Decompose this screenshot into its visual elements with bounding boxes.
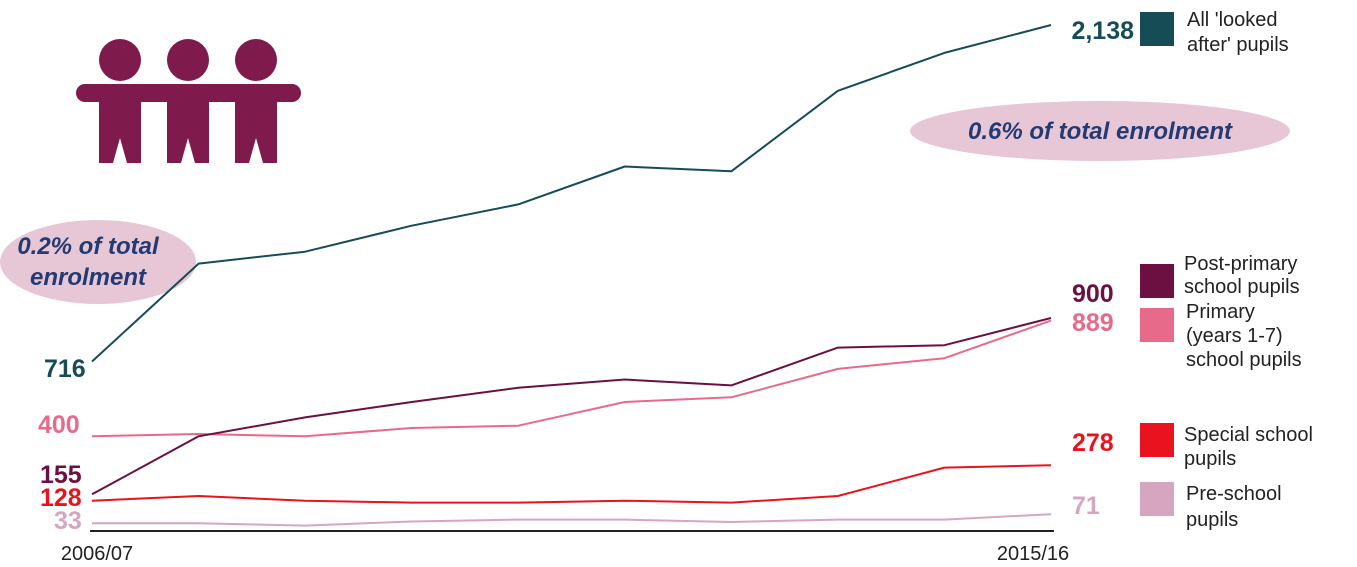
callout-end-line-1: 0.6% of total enrolment <box>968 118 1233 145</box>
legend: All 'looked after' pupils Post-primary s… <box>1140 9 1313 531</box>
end-label-pre-school: 71 <box>1072 492 1100 520</box>
start-label-all-pupils: 716 <box>44 355 86 383</box>
legend-swatch-post-primary <box>1140 264 1174 298</box>
end-label-post-primary: 900 <box>1072 280 1114 308</box>
callout-start-line-1: 0.2% of total <box>17 233 160 260</box>
legend-swatch-primary <box>1140 308 1174 342</box>
end-label-all-pupils: 2,138 <box>1071 17 1134 45</box>
callout-start: 0.2% of total enrolment <box>0 220 196 304</box>
legend-label-pre-school-line-1: Pre-school <box>1186 483 1282 505</box>
legend-label-special-line-1: Special school <box>1184 424 1313 446</box>
end-label-primary: 889 <box>1072 309 1114 337</box>
start-label-post-primary: 155 <box>40 461 82 489</box>
legend-label-all-pupils-line-1: All 'looked <box>1187 9 1278 31</box>
legend-swatch-special <box>1140 423 1174 457</box>
legend-item-all-pupils: All 'looked after' pupils <box>1140 9 1289 56</box>
legend-item-special: Special school pupils <box>1140 423 1313 470</box>
x-tick-label-start: 2006/07 <box>61 543 133 565</box>
series-line-pre-school-pupils <box>92 513 1052 527</box>
legend-label-pre-school-line-2: pupils <box>1186 509 1238 531</box>
legend-item-pre-school: Pre-school pupils <box>1140 482 1282 531</box>
series-line-all-looked-after-pupils <box>91 24 1052 363</box>
legend-label-post-primary-line-1: Post-primary <box>1184 253 1297 275</box>
legend-swatch-all-pupils <box>1140 12 1174 46</box>
people-holding-hands-icon <box>76 39 301 163</box>
legend-label-primary-line-3: school pupils <box>1186 349 1302 371</box>
legend-label-post-primary-line-2: school pupils <box>1184 276 1300 298</box>
series-line-special-school-pupils <box>91 464 1052 504</box>
start-label-primary: 400 <box>38 411 80 439</box>
legend-label-special-line-2: pupils <box>1184 448 1236 470</box>
legend-item-post-primary: Post-primary school pupils <box>1140 253 1300 298</box>
legend-swatch-pre-school <box>1140 482 1174 516</box>
legend-label-primary-line-2: (years 1-7) <box>1186 325 1283 347</box>
x-tick-label-end: 2015/16 <box>997 543 1069 565</box>
series-line-primary-years-1-7-school-pupils <box>91 319 1052 438</box>
callout-end: 0.6% of total enrolment <box>910 101 1290 161</box>
legend-item-primary: Primary (years 1-7) school pupils <box>1140 301 1302 371</box>
start-label-special: 128 <box>40 484 82 512</box>
legend-label-all-pupils-line-2: after' pupils <box>1187 34 1289 56</box>
series-lines <box>91 24 1052 527</box>
legend-label-primary-line-1: Primary <box>1186 301 1255 323</box>
callout-start-line-2: enrolment <box>30 264 147 291</box>
end-label-special: 278 <box>1072 429 1114 457</box>
start-label-pre-school: 33 <box>54 507 82 535</box>
series-line-post-primary-school-pupils <box>91 317 1052 496</box>
